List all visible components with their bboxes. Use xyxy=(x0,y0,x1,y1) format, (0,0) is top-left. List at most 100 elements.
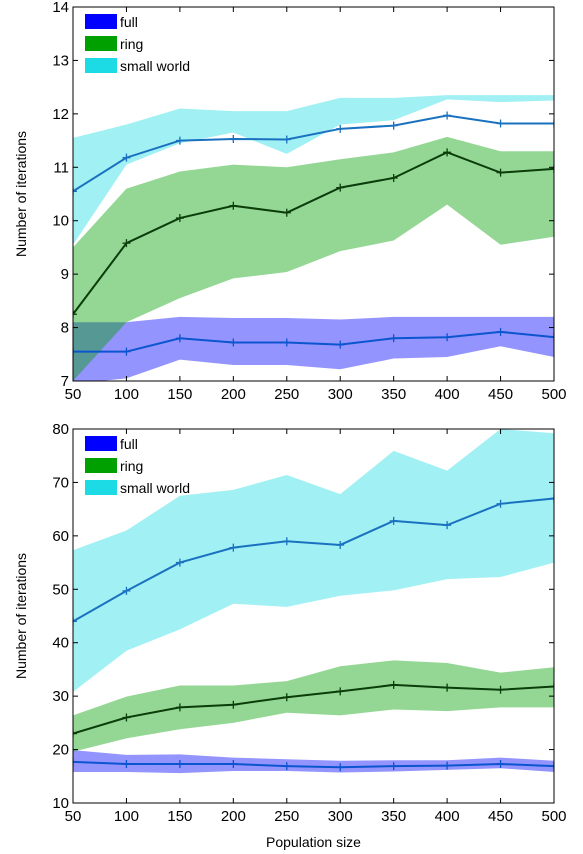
point-full xyxy=(229,338,238,347)
legend-label: full xyxy=(120,14,138,30)
point-ring xyxy=(73,729,77,738)
point-full xyxy=(175,759,184,768)
point-full xyxy=(389,762,398,771)
point-small-world xyxy=(175,558,184,567)
y-tick-label: 60 xyxy=(52,528,69,545)
legend-swatch xyxy=(85,458,117,473)
x-tick-label: 450 xyxy=(488,386,513,403)
point-full xyxy=(175,334,184,343)
point-small-world xyxy=(122,586,131,595)
x-tick-label: 250 xyxy=(274,386,299,403)
point-small-world xyxy=(336,540,345,549)
point-ring xyxy=(496,685,505,694)
band-ring xyxy=(73,136,554,381)
point-full xyxy=(443,761,452,770)
y-axis-label: Number of iterations xyxy=(13,553,29,679)
point-ring xyxy=(389,680,398,689)
point-small-world xyxy=(73,187,77,196)
plot-area xyxy=(73,429,554,774)
axes-frame xyxy=(72,6,555,382)
plot-area xyxy=(73,95,554,381)
x-tick-label: 400 xyxy=(435,386,460,403)
point-small-world xyxy=(496,499,505,508)
point-full xyxy=(336,763,345,772)
x-tick-label: 500 xyxy=(541,808,566,825)
point-ring xyxy=(175,214,184,223)
legend-label: ring xyxy=(120,36,143,52)
y-tick-label: 70 xyxy=(52,474,69,491)
y-tick-label: 10 xyxy=(52,213,69,230)
point-small-world xyxy=(122,153,131,162)
point-full xyxy=(282,762,291,771)
point-full xyxy=(73,757,77,766)
point-ring xyxy=(550,164,554,173)
point-ring xyxy=(336,183,345,192)
x-tick-label: 50 xyxy=(65,808,82,825)
point-full xyxy=(336,340,345,349)
x-tick-label: 100 xyxy=(114,808,139,825)
point-ring xyxy=(282,693,291,702)
line-full xyxy=(73,760,554,769)
y-tick-label: 7 xyxy=(61,373,69,390)
legend-label: small world xyxy=(120,480,190,496)
legend: full ring small world xyxy=(85,14,190,74)
x-tick-label: 350 xyxy=(381,808,406,825)
x-tick-label: 400 xyxy=(435,808,460,825)
x-tick-label: 150 xyxy=(167,808,192,825)
y-tick-label: 80 xyxy=(52,421,69,438)
x-tick-label: 250 xyxy=(274,808,299,825)
point-small-world xyxy=(550,494,554,503)
point-small-world xyxy=(229,543,238,552)
line-small-world xyxy=(73,114,554,193)
band-small-world xyxy=(73,95,554,245)
line-ring xyxy=(73,151,554,315)
band-full xyxy=(73,316,554,381)
point-ring xyxy=(73,310,77,319)
y-tick-label: 20 xyxy=(52,742,69,759)
y-tick-label: 14 xyxy=(52,0,69,16)
y-tick-label: 50 xyxy=(52,581,69,598)
point-full xyxy=(122,347,131,356)
point-small-world xyxy=(550,119,554,128)
point-ring xyxy=(550,682,554,691)
x-tick-label: 50 xyxy=(65,386,82,403)
x-axis-label: Population size xyxy=(266,834,361,850)
band-ring xyxy=(73,660,554,752)
x-tick-label: 450 xyxy=(488,808,513,825)
x-tick-label: 300 xyxy=(328,386,353,403)
legend-label: ring xyxy=(120,458,143,474)
point-small-world xyxy=(336,124,345,133)
point-small-world xyxy=(389,121,398,130)
point-full xyxy=(73,347,77,356)
x-tick-label: 500 xyxy=(541,386,566,403)
chart-panel-2: 50 100 150 200 250 300 350 400 450 500 10 20 30 40 50 6… xyxy=(13,421,567,850)
point-ring xyxy=(122,239,131,248)
point-ring xyxy=(336,687,345,696)
point-small-world xyxy=(175,136,184,145)
point-full xyxy=(122,759,131,768)
chart-panel-1: 50 100 150 200 250 300 350 400 450 500 7 8 9 10 11 12 13… xyxy=(13,0,567,403)
point-full xyxy=(550,333,554,342)
x-tick-label: 200 xyxy=(221,386,246,403)
point-small-world xyxy=(73,617,77,626)
x-tick-label: 200 xyxy=(221,808,246,825)
legend-swatch xyxy=(85,480,117,495)
line-ring xyxy=(73,683,554,735)
point-full xyxy=(443,333,452,342)
band-full xyxy=(73,750,554,774)
x-tick-label: 350 xyxy=(381,386,406,403)
band-small-world xyxy=(73,429,554,692)
point-ring xyxy=(282,208,291,217)
y-tick-label: 9 xyxy=(61,266,69,283)
y-tick-label: 11 xyxy=(53,159,69,176)
y-tick-label: 40 xyxy=(52,635,69,652)
legend-swatch xyxy=(85,14,117,29)
point-full xyxy=(229,759,238,768)
point-small-world xyxy=(443,111,452,120)
point-small-world xyxy=(282,537,291,546)
point-full xyxy=(496,327,505,336)
point-ring xyxy=(229,700,238,709)
x-tick-label: 100 xyxy=(114,386,139,403)
